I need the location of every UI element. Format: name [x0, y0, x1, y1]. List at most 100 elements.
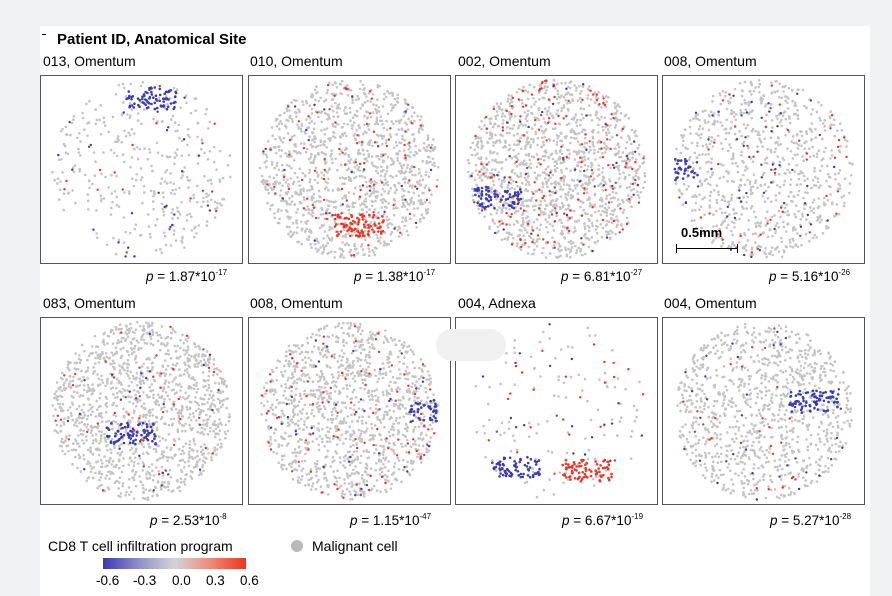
cell-dot	[582, 151, 586, 154]
cell-dot	[519, 207, 522, 210]
cell-dot	[381, 221, 384, 224]
cell-dot	[512, 134, 516, 137]
cell-dot	[171, 223, 174, 227]
cell-dot	[621, 211, 625, 214]
cell-dot	[386, 112, 390, 116]
cell-dot	[593, 241, 597, 244]
cell-dot	[728, 213, 731, 216]
cell-dot	[402, 178, 405, 181]
cell-dot	[330, 239, 334, 242]
cell-dot	[495, 110, 499, 113]
cell-dot	[135, 371, 139, 375]
cell-dot	[339, 254, 342, 258]
cell-dot	[313, 134, 316, 138]
cell-dot	[575, 164, 579, 167]
cell-dot	[94, 415, 97, 418]
cell-dot	[789, 183, 792, 186]
cell-dot	[542, 194, 546, 198]
cell-dot	[324, 212, 328, 215]
cell-dot	[769, 250, 773, 253]
cell-dot	[488, 117, 492, 121]
cell-dot	[164, 95, 168, 98]
cell-dot	[158, 93, 162, 97]
cell-dot	[79, 429, 82, 432]
cell-dot	[701, 144, 705, 148]
cell-dot	[630, 142, 633, 146]
cell-dot	[800, 243, 803, 247]
cell-dot	[759, 222, 762, 225]
cell-dot	[604, 182, 607, 186]
cell-dot	[741, 159, 744, 163]
cell-dot	[488, 131, 492, 134]
cell-dot	[479, 197, 483, 200]
cell-dot	[785, 245, 788, 249]
cell-dot	[188, 440, 192, 443]
cell-dot	[401, 220, 404, 224]
cell-dot	[343, 131, 347, 135]
cell-dot	[173, 156, 177, 159]
cell-dot	[526, 166, 529, 170]
cell-dot	[265, 155, 269, 159]
cell-dot	[791, 229, 795, 232]
cell-dot	[288, 164, 291, 168]
cell-dot	[559, 219, 562, 222]
cell-dot	[776, 140, 779, 144]
cell-dot	[340, 187, 344, 191]
cell-dot	[224, 436, 227, 440]
cell-dot	[681, 136, 684, 139]
cell-dot	[56, 177, 60, 180]
cell-dot	[215, 209, 218, 213]
cell-dot	[791, 237, 794, 241]
cell-dot	[754, 86, 757, 89]
cell-dot	[579, 205, 582, 209]
cell-dot	[340, 92, 344, 96]
cell-dot	[643, 172, 646, 175]
cell-dot	[698, 124, 702, 128]
cell-dot	[91, 182, 94, 186]
cell-dot	[357, 220, 360, 224]
cell-dot	[681, 177, 685, 180]
cell-dot	[836, 129, 839, 132]
cell-dot	[177, 414, 181, 417]
cell-dot	[107, 186, 110, 189]
cell-dot	[719, 207, 722, 210]
cell-dot	[485, 185, 488, 189]
cell-dot	[526, 180, 530, 184]
cell-dot	[746, 195, 749, 199]
cell-dot	[554, 209, 557, 213]
cell-dot	[347, 232, 350, 235]
cell-dot	[560, 132, 563, 135]
cell-dot	[516, 165, 519, 168]
cell-dot	[510, 156, 514, 160]
cell-dot	[428, 189, 431, 192]
cell-dot	[734, 118, 737, 122]
cell-dot	[195, 464, 199, 468]
cell-dot	[587, 229, 591, 232]
cell-dot	[360, 143, 364, 146]
cell-dot	[411, 184, 414, 187]
cell-dot	[771, 126, 774, 129]
cell-dot	[363, 162, 366, 165]
cell-dot	[130, 212, 134, 215]
cell-dot	[508, 223, 511, 226]
cell-dot	[361, 103, 364, 106]
cell-dot	[357, 97, 360, 101]
cell-dot	[625, 141, 629, 144]
cell-dot	[99, 194, 103, 197]
cell-dot	[186, 128, 190, 131]
cell-dot	[475, 183, 478, 187]
cell-dot	[328, 108, 331, 111]
cell-dot	[478, 204, 482, 207]
cell-dot	[614, 123, 618, 127]
cell-dot	[193, 355, 196, 358]
cell-dot	[128, 116, 132, 120]
cell-dot	[300, 228, 304, 232]
cell-dot	[552, 78, 556, 82]
cell-dot	[615, 111, 618, 115]
cell-dot	[770, 150, 773, 154]
cell-dot	[708, 204, 712, 207]
cell-dot	[631, 182, 635, 186]
cell-dot	[754, 222, 757, 225]
cell-dot	[513, 115, 517, 118]
cell-dot	[593, 193, 597, 197]
